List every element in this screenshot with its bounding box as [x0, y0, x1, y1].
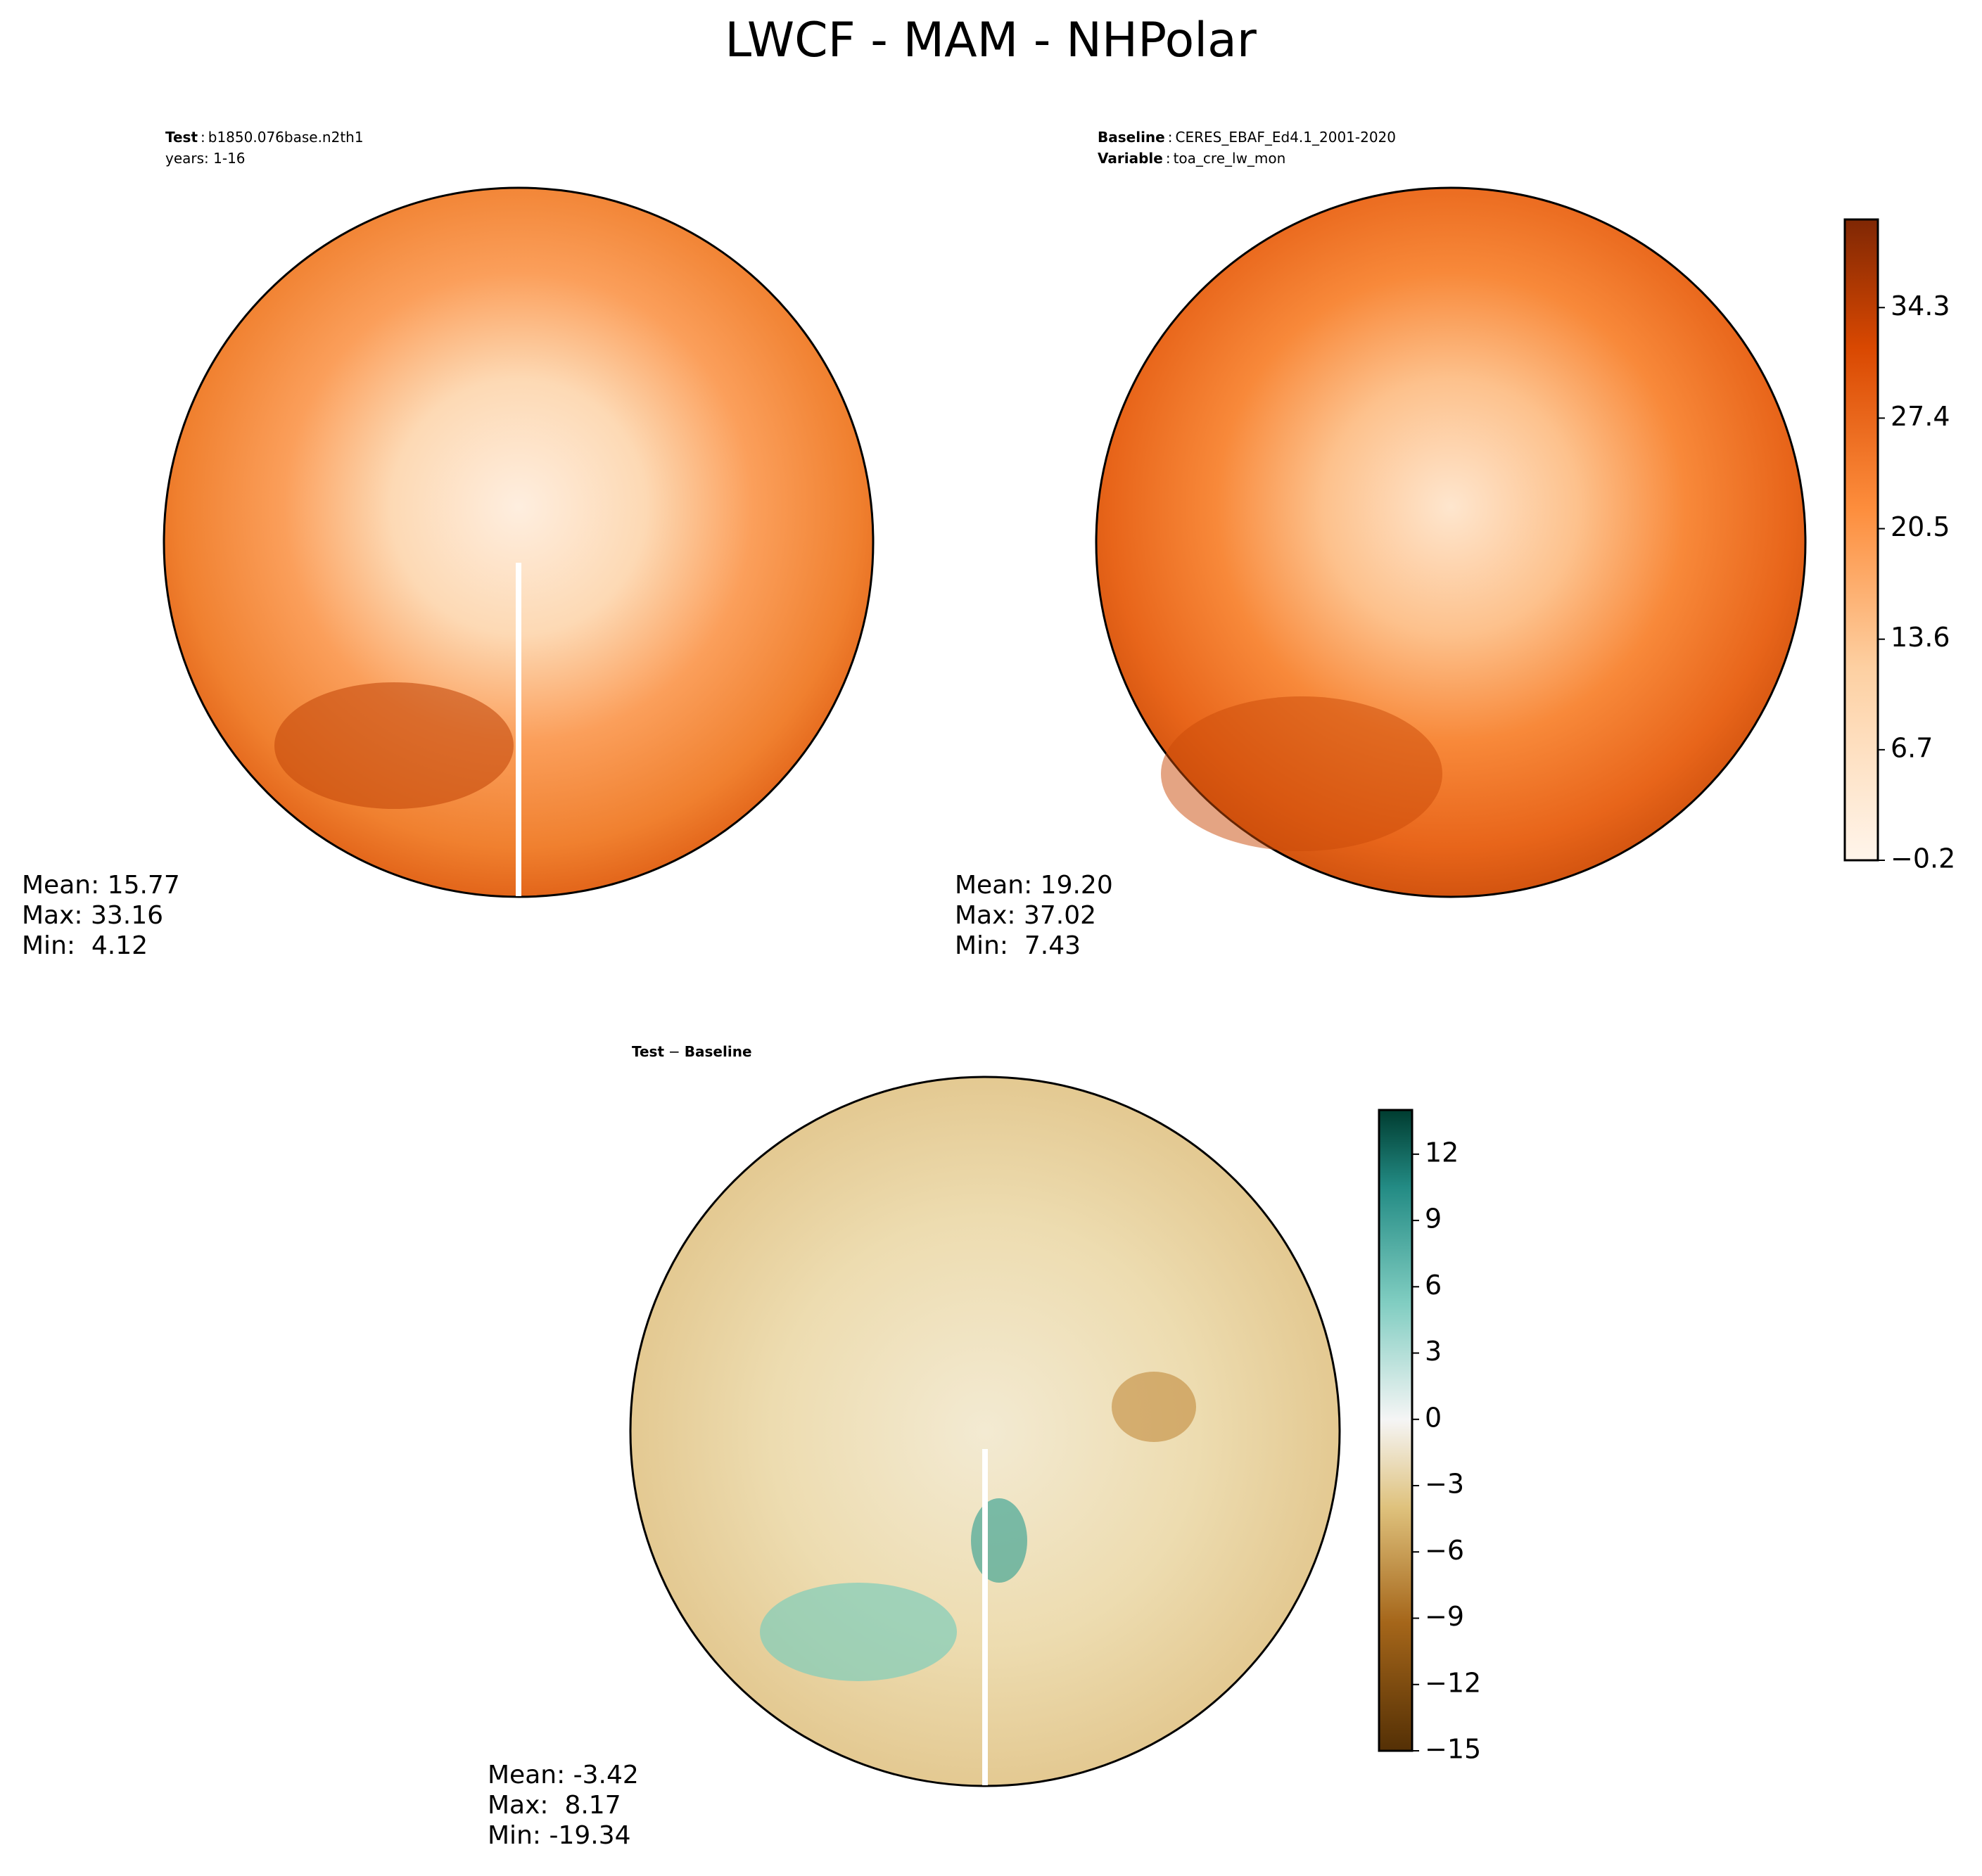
map-difference	[629, 1076, 1341, 1787]
colorbar	[1843, 218, 1879, 862]
panel-header: Variable: toa_cre_lw_mon	[1098, 150, 1285, 167]
colorbar-tick-label: 12	[1425, 1137, 1459, 1168]
colorbar-tick-label: 3	[1425, 1336, 1442, 1367]
stat-line: Max: 8.17	[488, 1791, 621, 1820]
panel-header: Test: b1850.076base.n2th1	[165, 129, 364, 146]
stat-line: Min: 7.43	[955, 931, 1081, 960]
map-baseline	[1095, 186, 1807, 898]
header-sep: :	[1166, 150, 1171, 167]
colorbar-tick-label: 6.7	[1891, 732, 1933, 763]
stat-line: Max: 33.16	[22, 901, 163, 930]
panel-header: years: 1-16	[165, 150, 246, 167]
header-key: Test	[632, 1043, 664, 1060]
stat-line: Mean: 15.77	[22, 871, 180, 900]
colorbar-tick-label: −3	[1425, 1469, 1464, 1500]
header-value: years: 1-16	[165, 150, 246, 167]
colorbar-tick-label: −6	[1425, 1535, 1464, 1566]
header-sep: −	[668, 1043, 680, 1060]
colorbar-tick-label: 27.4	[1891, 401, 1950, 432]
header-key: Variable	[1098, 150, 1163, 167]
header-value: Baseline	[685, 1043, 752, 1060]
colorbar-tick-label: −15	[1425, 1734, 1481, 1765]
stat-line: Mean: -3.42	[488, 1761, 639, 1789]
colorbar-tick-label: 0	[1425, 1402, 1442, 1433]
colorbar-tick-label: −12	[1425, 1667, 1481, 1698]
stat-line: Mean: 19.20	[955, 871, 1113, 900]
colorbar-tick-label: −9	[1425, 1601, 1464, 1632]
stat-line: Max: 37.02	[955, 901, 1096, 930]
stat-line: Min: 4.12	[22, 931, 148, 960]
colorbar-tick-label: 34.3	[1891, 291, 1950, 321]
colorbars: −0.2 6.7 13.6 20.5 27.4 34.3 −15 −12 −9 −6 −3 0 3 6 9 1…	[1378, 218, 1955, 1765]
figure-title: LWCF - MAM - NHPolar	[725, 13, 1257, 68]
colorbar	[1378, 1109, 1414, 1752]
header-sep: :	[1168, 129, 1173, 146]
header-value: b1850.076base.n2th1	[208, 129, 364, 146]
header-value: toa_cre_lw_mon	[1174, 150, 1286, 167]
colorbar-tick-label: −0.2	[1891, 843, 1955, 874]
colorbar-tick-label: 13.6	[1891, 622, 1950, 653]
colorbar-tick-label: 20.5	[1891, 511, 1950, 542]
colorbar-tick-label: 6	[1425, 1270, 1442, 1301]
header-key: Baseline	[1098, 129, 1165, 146]
map-test	[163, 186, 875, 898]
stat-line: Min: -19.34	[488, 1821, 631, 1850]
header-key: Test	[165, 129, 198, 146]
header-value: CERES_EBAF_Ed4.1_2001-2020	[1175, 129, 1396, 146]
colorbar-tick-label: 9	[1425, 1204, 1442, 1234]
header-sep: :	[201, 129, 205, 146]
panel-header: Baseline: CERES_EBAF_Ed4.1_2001-2020	[1098, 129, 1396, 146]
panel-header: Test − Baseline	[632, 1043, 752, 1060]
